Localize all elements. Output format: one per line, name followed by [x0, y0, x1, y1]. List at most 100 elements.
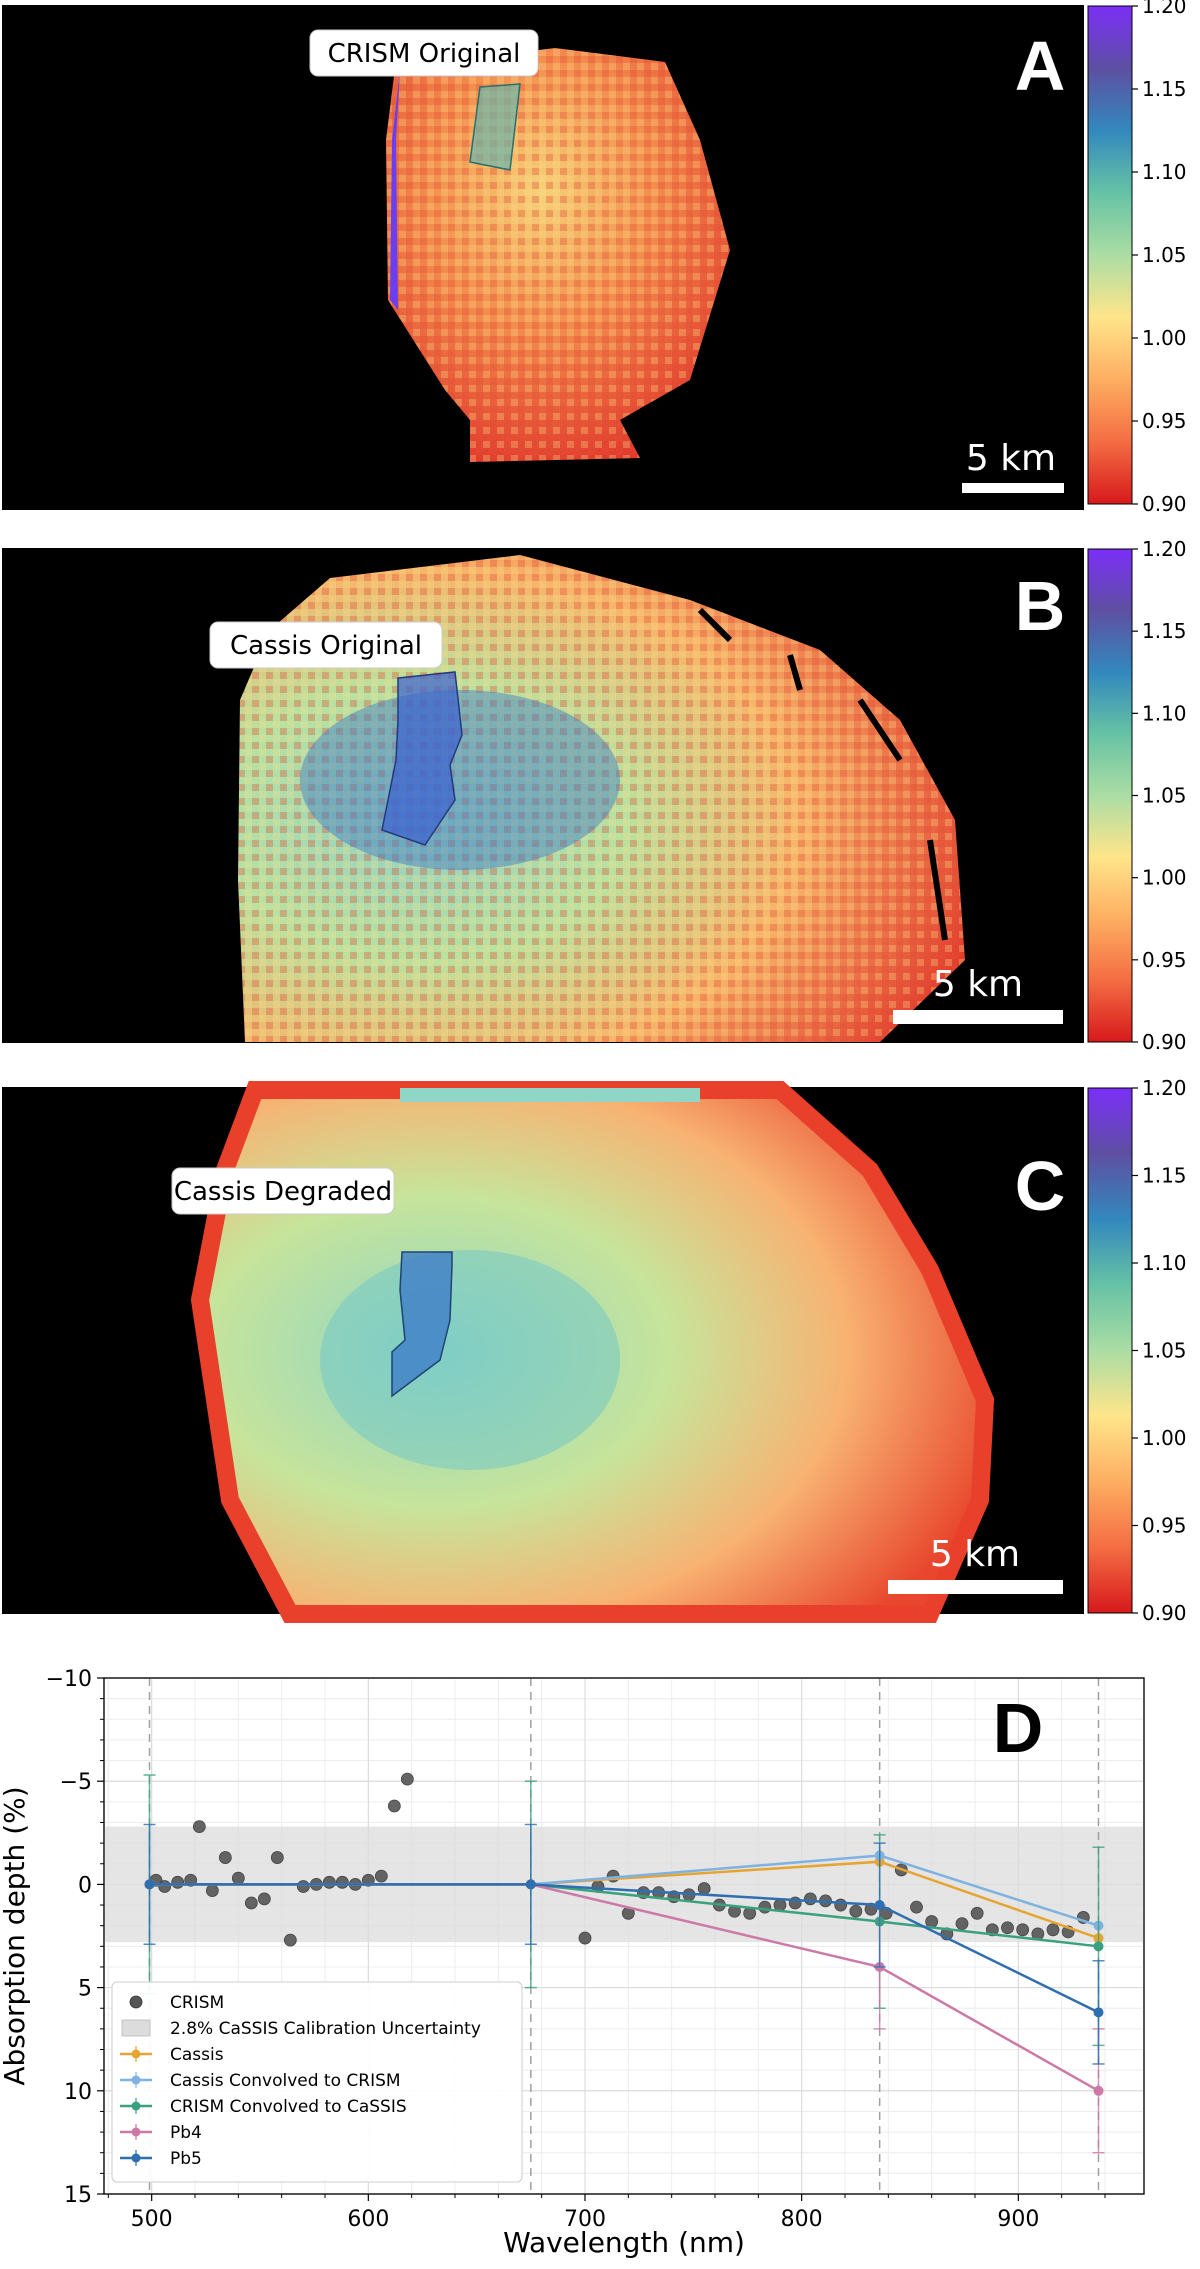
axis-ticks: 500 600 700 800 900 −10 −5 0 5 10 15	[46, 1667, 1106, 2232]
legend-entry: Cassis Convolved to CRISM	[120, 2071, 401, 2091]
panel-b: Cassis Original B 5 km	[2, 548, 1084, 1043]
chart-d: 500 600 700 800 900 −10 −5 0 5 10 15 Wavelength (n…	[0, 1667, 1145, 2259]
legend-marker	[129, 1995, 143, 2009]
legend-marker	[131, 2049, 141, 2059]
panel-b-label-box: Cassis Original	[209, 621, 443, 669]
crism-point	[1016, 1923, 1030, 1937]
colorbar-gradient	[1087, 548, 1133, 1043]
colorbar-tick-label: 0.90	[1142, 1601, 1187, 1625]
series-line	[149, 1883, 1100, 2014]
colorbar-tick-label: 0.95	[1142, 948, 1187, 972]
crism-point	[335, 1875, 349, 1889]
series-point	[1093, 2007, 1104, 2018]
series-pb5	[143, 1823, 1105, 2065]
x-tick-label: 500	[131, 2207, 173, 2232]
x-tick-label: 600	[347, 2207, 389, 2232]
panel-a-region-outline	[469, 83, 521, 171]
series-point	[525, 1879, 536, 1890]
colorbar-b: 1.20 1.15 1.10 1.05 1.00 0.95 0.90	[1087, 537, 1187, 1054]
legend-label: Cassis	[170, 2045, 224, 2065]
y-tick-label: 10	[64, 2080, 92, 2105]
x-axis-label: Wavelength (nm)	[503, 2226, 745, 2259]
legend-label: CRISM	[170, 1993, 224, 2013]
crism-point	[231, 1871, 245, 1885]
colorbar-tick-label: 1.20	[1142, 0, 1187, 18]
panel-c-scale-bar	[888, 1580, 1063, 1594]
crism-point	[171, 1875, 185, 1889]
panel-c-top-strip	[400, 1088, 700, 1102]
legend-entry: CRISM Convolved to CaSSIS	[120, 2097, 407, 2117]
crism-point	[270, 1851, 284, 1864]
crism-point	[758, 1900, 772, 1914]
panel-b-shadows	[697, 607, 948, 941]
colorbar-tick-label: 1.05	[1142, 1339, 1187, 1363]
panel-a-label: CRISM Original	[328, 39, 521, 69]
y-axis-label: Absorption depth (%)	[0, 1786, 31, 2085]
panel-c-blue-area	[320, 1250, 620, 1470]
crism-point	[1001, 1921, 1014, 1935]
legend-marker	[131, 2127, 141, 2137]
legend-entry: Pb5	[120, 2149, 202, 2169]
legend-entry: Pb4	[120, 2123, 202, 2143]
y-tick-label: 15	[64, 2183, 92, 2208]
crism-point	[910, 1900, 923, 1914]
series-point	[874, 1900, 885, 1911]
crism-point	[244, 1896, 258, 1910]
crism-point	[1046, 1923, 1060, 1937]
crism-point	[283, 1933, 297, 1947]
crism-point	[322, 1875, 336, 1889]
colorbar-tick-label: 0.95	[1142, 1514, 1187, 1538]
crism-point	[849, 1904, 863, 1918]
legend-label: Pb4	[170, 2123, 202, 2143]
crism-point	[970, 1906, 984, 1920]
crism-point	[387, 1799, 401, 1813]
panel-c-rim	[190, 1081, 995, 1623]
crism-point	[218, 1851, 232, 1864]
panel-b-scale-bar	[893, 1010, 1063, 1024]
y-tick-label: 5	[78, 1977, 92, 2002]
panel-a-scale-label: 5 km	[966, 438, 1056, 479]
legend-marker	[131, 2101, 141, 2111]
colorbar-tick-label: 0.95	[1142, 409, 1187, 433]
panel-b-scale-label: 5 km	[933, 964, 1023, 1005]
panel-a: CRISM Original A 5 km	[2, 5, 1084, 510]
crism-point	[803, 1892, 817, 1906]
panel-a-label-box: CRISM Original	[309, 29, 539, 77]
legend-marker	[131, 2153, 141, 2163]
legend-entry: Cassis	[120, 2045, 224, 2065]
colorbar-tick-label: 1.05	[1142, 784, 1187, 808]
legend: CRISM 2.8% CaSSIS Calibration Uncertainty…	[111, 1981, 523, 2183]
panel-b-blue-area	[300, 690, 620, 870]
legend-box	[111, 1981, 523, 2183]
x-tick-label: 700	[564, 2207, 606, 2232]
legend-entry: 2.8% CaSSIS Calibration Uncertainty	[121, 2019, 481, 2039]
panel-c-region-outline	[391, 1251, 453, 1398]
panel-a-scale-bar	[962, 483, 1064, 493]
colorbar-gradient	[1087, 1087, 1133, 1614]
series-point	[144, 1879, 155, 1890]
panel-b-region-outline	[381, 671, 463, 846]
panel-c-label: Cassis Degraded	[174, 1177, 392, 1207]
colorbar-tick-label: 0.90	[1142, 492, 1187, 516]
colorbar-tick-label: 1.00	[1142, 866, 1187, 890]
panel-c: Cassis Degraded C 5 km	[2, 1081, 1084, 1623]
panel-c-label-box: Cassis Degraded	[171, 1167, 395, 1215]
crism-point	[578, 1931, 592, 1945]
legend-marker	[131, 2075, 141, 2085]
legend-label: CRISM Convolved to CaSSIS	[170, 2097, 407, 2117]
crism-point	[192, 1820, 206, 1834]
crism-point	[296, 1880, 310, 1893]
colorbar-a: 1.20 1.15 1.10 1.05 1.00 0.95 0.90	[1087, 0, 1187, 516]
crism-point	[955, 1917, 969, 1931]
colorbar-c: 1.20 1.15 1.10 1.05 1.00 0.95 0.90	[1087, 1076, 1187, 1625]
panel-c-letter: C	[1015, 1147, 1066, 1225]
crism-point	[834, 1898, 848, 1912]
crism-point	[205, 1884, 219, 1897]
colorbar-tick-label: 1.15	[1142, 619, 1187, 643]
colorbar-tick-label: 0.90	[1142, 1030, 1187, 1054]
series-point	[1093, 1941, 1104, 1952]
colorbar-tick-label: 1.00	[1142, 326, 1187, 350]
plot-frame	[103, 1677, 1145, 2195]
colorbars: 1.20 1.15 1.10 1.05 1.00 0.95 0.90 1.20 1.15 1.10…	[1087, 0, 1187, 1625]
